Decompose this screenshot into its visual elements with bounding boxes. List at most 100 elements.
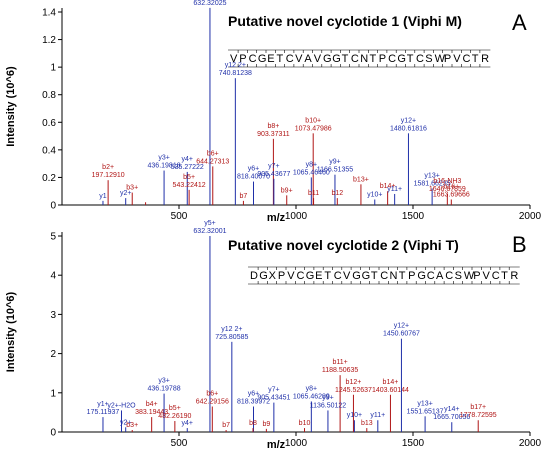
sequence-residue: V <box>287 270 295 282</box>
peak-mz-label: 1551.65137 <box>407 408 444 415</box>
peak-mz-label: 1778.72595 <box>460 412 497 419</box>
sequence-residue: N <box>390 270 398 282</box>
sequence-residue: C <box>297 270 305 282</box>
sequence-residue: N <box>360 53 368 65</box>
peak-ion-label: b8+ <box>267 123 279 130</box>
peak-ion-label: y6+ <box>248 166 259 173</box>
peak-ion-label: y2+ <box>120 419 131 426</box>
peak-mz-label: 535.27222 <box>171 164 204 171</box>
sequence-residue: D <box>250 270 258 282</box>
sequence-residue: V <box>343 270 351 282</box>
peak-ion-label: y10+ <box>347 412 362 419</box>
peak-mz-label: 543.22412 <box>173 182 206 189</box>
sequence-residue: C <box>249 53 257 65</box>
peak-ion-label: b5+ <box>169 405 181 412</box>
x-tick-label: 1000 <box>285 438 308 449</box>
sequence-residue: T <box>501 270 508 282</box>
sequence-residue: V <box>453 53 461 65</box>
sequence-map: D G X P V C G E T C V G G T C N T P G C A C S WP V C T R <box>248 266 520 285</box>
sequence-residue: V <box>295 53 303 65</box>
peak-mz-label: 436.19788 <box>148 386 181 393</box>
peak-mz-label: 383.19443 <box>135 409 168 416</box>
peak-ion-label: b13+ <box>353 176 369 183</box>
peak-ion-label: y11+ <box>387 186 402 193</box>
peak-ion-label: b13 <box>361 420 373 427</box>
peak-ion-label: y12 2+ <box>221 326 242 333</box>
sequence-residue: P <box>239 53 246 65</box>
peak-mz-label: 1480.61816 <box>390 125 427 132</box>
y-tick-label: 0.2 <box>42 173 56 184</box>
peak-ion-label: y13+ <box>424 172 439 179</box>
peak-mz-label: 1665.70056 <box>433 414 470 421</box>
sequence-residue: V <box>314 53 322 65</box>
x-tick-label: 1000 <box>285 211 308 222</box>
sequence-residue: C <box>351 53 359 65</box>
peak-ion-label: b7 <box>240 193 248 200</box>
panel-title: Putative novel cyclotide 1 (Viphi M) <box>228 13 462 29</box>
y-tick-label: 1.2 <box>42 35 56 46</box>
sequence-residue: C <box>416 53 424 65</box>
y-tick-label: 0.4 <box>42 145 56 156</box>
peak-mz-label: 903.37311 <box>257 131 290 138</box>
peak-ion-label: y12+ <box>394 323 409 330</box>
y-tick-label: 1.4 <box>42 8 56 19</box>
sequence-residue: G <box>259 270 268 282</box>
sequence-residue: P <box>278 270 285 282</box>
peak-ion-label: b5+ <box>183 174 195 181</box>
peak-mz-label: 1646.67859 <box>429 186 466 193</box>
peak-mz-label: 632.32025 <box>193 0 226 7</box>
sequence-residue: G <box>258 53 267 65</box>
sequence-residue: T <box>407 53 414 65</box>
y-tick-label: 3 <box>50 310 56 321</box>
sequence-residue: G <box>352 270 361 282</box>
peak-ion-label: y2+-H2O <box>107 402 136 409</box>
peak-ion-label: y9+ <box>322 394 333 401</box>
peak-ion-label: y7+ <box>268 163 279 170</box>
peak-ion-label: y6+ <box>248 391 259 398</box>
peak-mz-label: 1245.52637 <box>335 387 372 394</box>
peak-ion-label: y8+ <box>306 385 317 392</box>
sequence-residue: T <box>370 53 377 65</box>
peak-ion-label: b12+ <box>346 379 362 386</box>
sequence-residue: T <box>324 270 331 282</box>
peak-ion-label: b16-NH3 <box>433 178 461 185</box>
peak-mz-label: 1663.69666 <box>433 191 470 198</box>
peak-ion-label: y4+ <box>182 420 193 427</box>
sequence-residue: W <box>464 270 475 282</box>
peak-mz-label: 632.32001 <box>193 228 226 235</box>
peak-ion-label: b10 <box>299 420 311 427</box>
peak-mz-label: 436.19818 <box>148 163 181 170</box>
peak-mz-label: 1065.46289 <box>293 393 330 400</box>
peak-mz-label: 642.29156 <box>196 399 229 406</box>
peak-ion-label: b17+ <box>470 404 486 411</box>
peak-ion-label: b3+ <box>126 422 138 429</box>
sequence-residue: G <box>332 53 341 65</box>
sequence-residue: S <box>425 53 432 65</box>
y-tick-label: 5 <box>50 232 56 243</box>
sequence-residue: T <box>399 270 406 282</box>
peak-mz-label: 905.43451 <box>257 395 290 402</box>
spectrum-panel-b: 500 1000 1500 2000 0 1 2 3 4 5 m/z Intensity (10^6)… <box>5 220 542 451</box>
x-tick-label: 500 <box>171 211 188 222</box>
peak-ion-label: b14+ <box>383 379 399 386</box>
sequence-residue: R <box>510 270 518 282</box>
peak-ion-label: b6+ <box>207 150 219 157</box>
peak-mz-label: 905.43677 <box>257 171 290 178</box>
peak-ion-label: b11+ <box>332 359 347 366</box>
peak-ion-label: b11 <box>308 190 319 197</box>
peak-ion-label: y3+ <box>158 378 169 385</box>
sequence-residue: W <box>435 53 446 65</box>
peak-mz-label: 818.40070 <box>237 174 270 181</box>
panel-letter: B <box>512 232 527 257</box>
peak-ion-label: y2+ <box>120 190 131 197</box>
x-tick-label: 1500 <box>402 211 425 222</box>
peak-mz-label: 1166.51355 <box>317 167 354 174</box>
sequence-residue: A <box>304 53 312 65</box>
peak-ion-label: b4+ <box>146 401 158 408</box>
y-tick-label: 0 <box>50 201 56 212</box>
peak-mz-label: 644.27313 <box>196 158 229 165</box>
peak-mz-label: 197.12910 <box>92 172 125 179</box>
sequence-residue: C <box>445 270 453 282</box>
x-tick-label: 1500 <box>402 438 425 449</box>
